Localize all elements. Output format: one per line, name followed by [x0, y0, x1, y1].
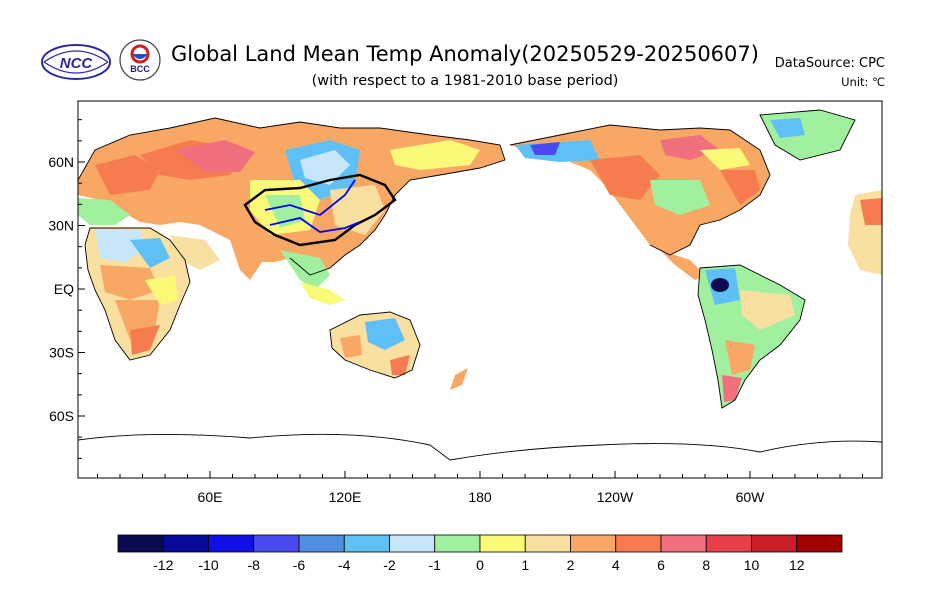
- colorbar-label: -8: [248, 557, 261, 573]
- bcc-logo-text: BCC: [130, 64, 150, 74]
- colorbar-swatch: [615, 534, 662, 553]
- colorbar-label: 2: [567, 557, 575, 573]
- lat-tick-label: 60S: [49, 408, 74, 424]
- colorbar-swatch: [117, 534, 164, 553]
- page-subtitle: (with respect to a 1981-2010 base period…: [311, 73, 619, 89]
- lon-tick-label: 120E: [329, 489, 362, 505]
- lat-tick-label: 60N: [48, 154, 74, 170]
- unit-label: Unit: ℃: [841, 75, 885, 89]
- lat-tick-label: EQ: [54, 281, 74, 297]
- lat-tick-label: 30S: [49, 345, 74, 361]
- river-yangtze: [269, 217, 361, 233]
- colorbar-swatch: [660, 534, 707, 553]
- colorbar-label: -6: [293, 557, 306, 573]
- colorbar-label: -12: [153, 557, 173, 573]
- colorbar-swatch: [434, 534, 481, 553]
- colorbar-swatch: [389, 534, 436, 553]
- colorbar-label: 6: [657, 557, 665, 573]
- lon-tick-label: 180: [468, 489, 492, 505]
- colorbar-label: 4: [612, 557, 620, 573]
- colorbar-label: 12: [789, 557, 805, 573]
- lon-tick-label: 60E: [198, 489, 223, 505]
- colorbar-swatch: [343, 534, 390, 553]
- colorbar-swatch: [705, 534, 752, 553]
- ncc-logo: NCC: [41, 44, 111, 80]
- colorbar-label: 1: [521, 557, 529, 573]
- colorbar-label: 8: [702, 557, 710, 573]
- colorbar-label: -1: [429, 557, 442, 573]
- page-title: Global Land Mean Temp Anomaly(20250529-2…: [171, 42, 759, 66]
- colorbar-label: -2: [383, 557, 396, 573]
- colorbar: -12 -10 -8 -6 -4 -2 -1 0 1 2 4 6 8 10 12: [117, 534, 843, 573]
- colorbar-label: -10: [198, 557, 218, 573]
- colorbar-swatch: [208, 534, 255, 553]
- china-boundary: [243, 173, 397, 247]
- colorbar-swatch: [162, 534, 209, 553]
- colorbar-swatch: [524, 534, 571, 553]
- colorbar-swatch: [479, 534, 526, 553]
- lon-tick-label: 120W: [597, 489, 634, 505]
- colorbar-swatch: [253, 534, 300, 553]
- bcc-logo: BCC: [119, 39, 161, 81]
- lat-tick-label: 30N: [48, 218, 74, 234]
- colorbar-label: 0: [476, 557, 484, 573]
- lon-axis: 60E 120E 180 120W 60W: [97, 471, 863, 505]
- colorbar-swatch: [570, 534, 617, 553]
- colorbar-label: -4: [338, 557, 351, 573]
- land-anomaly-fields: [78, 110, 882, 408]
- coastlines: [78, 109, 882, 461]
- lon-tick-label: 60W: [736, 489, 766, 505]
- river-yellow: [264, 179, 356, 217]
- ncc-logo-text: NCC: [60, 55, 94, 72]
- colorbar-swatch: [796, 534, 843, 553]
- colorbar-label: 10: [744, 557, 760, 573]
- colorbar-swatch: [298, 534, 345, 553]
- lat-axis: 60N 30N EQ 30S 60S: [48, 119, 85, 459]
- datasource-label: DataSource: CPC: [774, 56, 885, 71]
- colorbar-swatch: [751, 534, 798, 553]
